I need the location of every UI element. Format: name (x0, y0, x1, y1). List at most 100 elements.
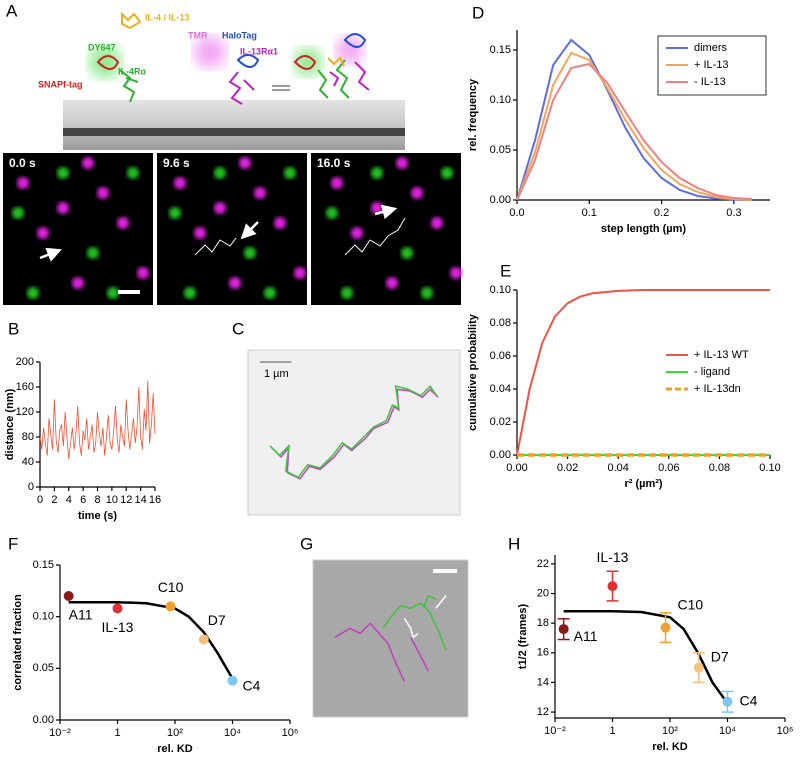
data-point (558, 624, 569, 635)
y-tick-label: 0.10 (33, 611, 54, 623)
y-tick-label: 20 (537, 587, 549, 599)
fit-curve (563, 610, 729, 704)
y-tick-label: 40 (22, 456, 34, 468)
halotag (236, 54, 260, 68)
trajectory (269, 385, 438, 479)
plot-background (312, 559, 469, 718)
fluorescent-spot (37, 227, 49, 239)
charts: D 0.0 0.1 0.2 0.3 0.00 0.05 0.10 0.15 step length… (4, 3, 793, 754)
halotag (343, 33, 367, 48)
fluorescent-spot (341, 287, 353, 299)
point-label: A11 (574, 628, 598, 644)
data-line (516, 62, 752, 201)
fluorescent-spot (174, 177, 186, 189)
fluorescent-spot (82, 157, 94, 169)
dye-glow (194, 36, 226, 68)
plot-background (247, 349, 461, 516)
trajectory (334, 622, 430, 682)
fluorescent-spot (184, 287, 196, 299)
dye-glow (89, 46, 121, 78)
fluorescent-spot (87, 247, 99, 259)
x-tick-label: 0.3 (726, 207, 741, 219)
x-tick-label: 0.10 (759, 462, 780, 474)
data-line (516, 51, 752, 201)
label-ligand: IL-4 / IL-13 (145, 12, 190, 22)
arrow (240, 221, 259, 240)
data-point (607, 581, 618, 592)
fluorescent-spot (169, 207, 181, 219)
point-label: A11 (69, 607, 93, 623)
panel-letter: G (300, 534, 313, 553)
data-line (39, 380, 156, 459)
x-tick-label: 16 (149, 494, 161, 506)
fluorescent-spot (396, 157, 408, 169)
data-point (165, 601, 176, 612)
x-tick-label: 0.2 (654, 207, 669, 219)
data-point (63, 591, 74, 601)
x-tick-label: 0.08 (709, 462, 730, 474)
trajectory (382, 594, 447, 651)
y-axis-label: t1/2 (frames) (517, 603, 529, 669)
label-halotag: HaloTag (222, 30, 257, 40)
x-tick-label: 0.00 (506, 462, 527, 474)
track (194, 237, 237, 256)
y-tick-label: 0.15 (490, 44, 511, 56)
x-tick-label: 0.02 (557, 462, 578, 474)
complex (329, 61, 370, 91)
scale-bar-label: 1 µm (264, 368, 289, 380)
data-point (198, 634, 209, 645)
y-tick-label: 80 (22, 431, 34, 443)
membrane (63, 100, 405, 150)
panel-letter: D (472, 3, 484, 22)
fluorescent-spot (57, 167, 69, 179)
x-tick-label: 2 (51, 494, 57, 506)
y-axis-label: correlated fraction (12, 594, 24, 691)
x-tick-label: 12 (120, 494, 132, 506)
track (344, 217, 406, 256)
arrow (39, 247, 62, 262)
point-label: C10 (158, 579, 184, 595)
point-label: IL-13 (597, 549, 629, 565)
y-tick-label: 0.08 (490, 317, 511, 329)
complex (317, 59, 350, 99)
fluorescent-spot (421, 287, 433, 299)
x-tick-label: 8 (94, 494, 100, 506)
x-tick-label: 10⁶ (777, 725, 794, 737)
frame-time: 9.6 s (163, 156, 190, 170)
equilibrium (272, 85, 290, 91)
fluorescent-spot (386, 277, 398, 289)
fluorescent-spot (294, 267, 306, 279)
x-tick-label: 10² (662, 725, 678, 737)
y-tick-label: 0.00 (490, 194, 511, 206)
y-tick-label: 0.10 (490, 94, 511, 106)
data-point (693, 662, 704, 673)
il13ra1 (228, 71, 255, 105)
data-line (516, 289, 770, 456)
label-il13ra1: IL-13Rα1 (240, 46, 278, 56)
fluorescent-spot (284, 167, 296, 179)
panel-letter: H (508, 534, 520, 553)
y-tick-label: 12 (537, 706, 549, 718)
fluorescent-spot (450, 267, 462, 279)
point-label: C10 (678, 596, 704, 612)
fluorescent-spot (331, 177, 343, 189)
x-tick-label: 10 (106, 494, 118, 506)
fluorescent-spot (214, 202, 226, 214)
y-tick-label: 0.00 (33, 714, 54, 726)
legend-label: + IL-13 (694, 59, 729, 71)
data-point (227, 675, 238, 686)
fluorescent-spot (411, 187, 423, 199)
scale-bar (433, 569, 457, 573)
fluorescent-spot (371, 167, 383, 179)
y-tick-label: 0.04 (490, 383, 511, 395)
y-axis-label: rel. frequency (467, 78, 479, 151)
panel-letter: B (8, 319, 19, 338)
x-tick-label: 10⁻² (49, 727, 71, 739)
fluorescent-spot (254, 187, 266, 199)
y-tick-label: 160 (16, 381, 34, 393)
fluorescent-spot (194, 227, 206, 239)
point-label: IL-13 (102, 619, 134, 635)
y-tick-label: 0.05 (490, 144, 511, 156)
x-axis-label: r² (µm²) (624, 478, 662, 490)
data-point (660, 622, 671, 633)
